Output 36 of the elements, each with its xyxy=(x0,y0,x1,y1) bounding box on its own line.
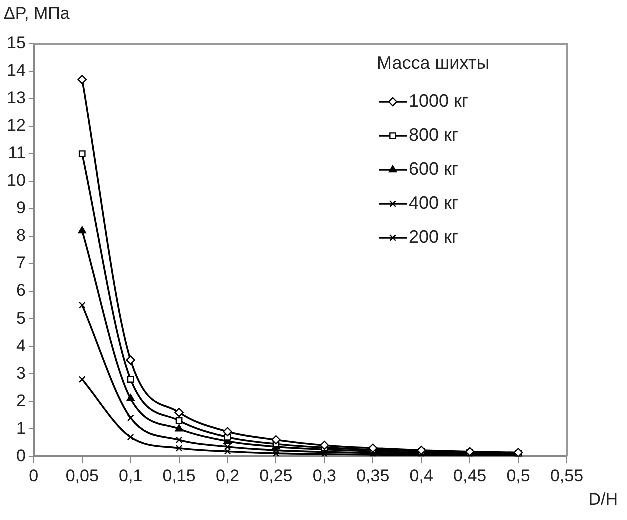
y-tick-label: 10 xyxy=(6,171,26,190)
x-tick-label: 0,4 xyxy=(410,466,434,486)
x-tick-label: 0,35 xyxy=(356,466,390,486)
y-tick-label: 7 xyxy=(16,254,26,273)
y-tick-label: 5 xyxy=(16,308,26,328)
legend-label: 400 кг xyxy=(409,192,459,213)
x-tick-label: 0,15 xyxy=(162,466,196,486)
legend-label: 600 кг xyxy=(409,158,459,179)
y-tick-label: 2 xyxy=(16,391,26,410)
x-tick-label: 0,45 xyxy=(454,466,487,486)
y-tick-label: 9 xyxy=(16,198,26,218)
y-tick-label: 12 xyxy=(6,116,26,136)
y-tick-label: 15 xyxy=(6,34,26,53)
y-tick-label: 3 xyxy=(16,364,26,383)
x-tick-label: 0,5 xyxy=(506,466,530,486)
x-tick-label: 0,05 xyxy=(66,466,99,486)
y-tick-label: 0 xyxy=(16,446,26,466)
x-tick-label: 0,2 xyxy=(216,466,240,486)
x-tick-label: 0 xyxy=(29,466,39,486)
y-tick-label: 14 xyxy=(6,61,26,80)
legend-label: 1000 кг xyxy=(409,90,469,111)
x-axis-title: D/H xyxy=(588,490,618,510)
y-tick-label: 1 xyxy=(16,418,26,438)
legend-label: 800 кг xyxy=(409,124,459,145)
y-tick-label: 6 xyxy=(16,281,26,300)
y-axis-title: ΔP, МПа xyxy=(4,4,70,24)
x-tick-label: 0,1 xyxy=(119,466,143,486)
y-tick-label: 11 xyxy=(8,144,26,163)
x-tick-label: 0,55 xyxy=(550,466,584,486)
x-tick-label: 0,25 xyxy=(260,466,293,486)
y-tick-label: 13 xyxy=(6,88,26,108)
y-tick-label: 4 xyxy=(16,336,26,356)
legend-label: 200 кг xyxy=(409,226,459,247)
x-tick-label: 0,3 xyxy=(312,466,337,486)
y-tick-label: 8 xyxy=(16,226,26,246)
legend-title: Масса шихты xyxy=(377,52,490,73)
